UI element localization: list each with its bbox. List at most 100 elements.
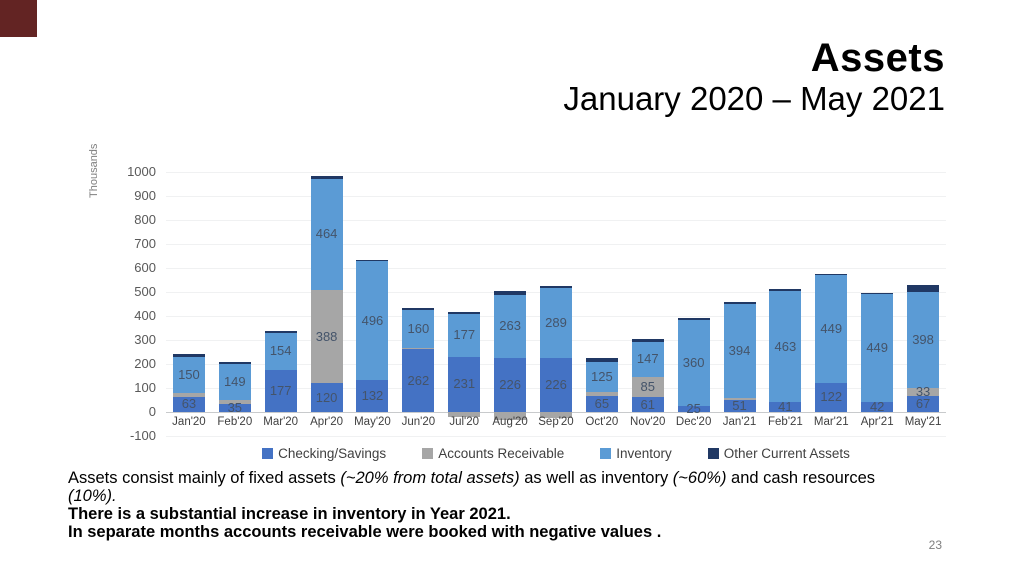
gridline <box>166 436 946 437</box>
x-axis-label: Mar'20 <box>263 416 299 428</box>
notes-block: Assets consist mainly of fixed assets (~… <box>68 469 973 541</box>
bar-segment <box>907 285 940 293</box>
bar-segment <box>264 332 297 370</box>
x-axis-label: Jul'20 <box>449 416 480 428</box>
legend-item: Other Current Assets <box>707 446 850 461</box>
bar-value-label: 154 <box>269 343 292 359</box>
bar-value-label: 41 <box>778 399 793 415</box>
bar-value-label: 42 <box>869 398 885 414</box>
bar-value-label: 67 <box>915 395 931 411</box>
bar-value-label: 33 <box>915 383 931 399</box>
legend-swatch-icon <box>707 448 719 459</box>
gridline <box>166 172 946 173</box>
y-axis-tick: 300 <box>134 332 156 347</box>
chart-plot: 63 150 Jan'20 35 149 Feb'20 177 154 Mar'20 120 388… <box>166 172 946 437</box>
x-axis-label: Feb'21 <box>768 416 803 428</box>
bar-segment <box>402 349 435 412</box>
y-axis-tick: 100 <box>134 380 156 395</box>
bar-segment <box>540 412 572 418</box>
legend-swatch-icon <box>600 448 612 459</box>
bar-segment <box>172 393 205 397</box>
bar-value-label: 449 <box>820 320 843 336</box>
bar-segment <box>815 382 848 412</box>
bar-value-label: 61 <box>640 396 655 412</box>
bar-segment <box>540 288 572 358</box>
x-axis-label: Nov'20 <box>630 416 666 428</box>
bar-segment <box>264 330 297 333</box>
x-axis-label: May'21 <box>904 416 942 428</box>
legend-item: Accounts Receivable <box>422 446 564 461</box>
bar-segment <box>448 356 481 412</box>
bar-segment <box>815 274 848 383</box>
bar-value-label: 398 <box>912 332 934 348</box>
bar-segment <box>677 406 710 412</box>
x-axis-label: Jan'21 <box>722 416 757 428</box>
gridline <box>166 268 946 269</box>
bar-value-label: 160 <box>407 320 430 336</box>
bar-value-label: 289 <box>545 315 567 331</box>
y-axis-tick: 700 <box>134 236 156 251</box>
bar-value-label: 177 <box>453 327 476 343</box>
bar-segment <box>631 376 664 398</box>
bar-value-label: 125 <box>591 368 613 384</box>
note-text-segment: (10%). <box>68 487 117 505</box>
bar-segment <box>631 341 664 377</box>
bar-segment <box>310 290 343 384</box>
bar-value-label: 464 <box>315 226 338 242</box>
legend-swatch-icon <box>422 448 434 459</box>
bar-segment <box>310 176 343 179</box>
bar-segment <box>585 358 618 362</box>
y-axis: 1000 900 800 700 600 500 400 300 200 100 0 -100 <box>0 164 156 443</box>
bar-segment <box>218 400 251 404</box>
bar-segment <box>585 391 618 397</box>
x-axis-label: Jan'20 <box>172 416 206 428</box>
bar-value-label: 85 <box>640 379 655 395</box>
bar-segment <box>585 396 618 412</box>
bar-segment <box>218 361 251 365</box>
bar-value-label: 449 <box>866 340 889 356</box>
legend-item: Inventory <box>600 446 672 461</box>
bar-segment <box>677 317 710 320</box>
y-axis-tick: 400 <box>134 308 156 323</box>
gridline <box>166 244 946 245</box>
bar-segment <box>540 286 572 289</box>
bar-segment <box>585 361 618 392</box>
page-number: 23 <box>928 538 942 552</box>
accent-square <box>0 0 37 37</box>
bar-segment <box>310 178 343 291</box>
assets-chart: Thousands 1000 900 800 700 600 500 400 300 200 10… <box>0 144 946 443</box>
legend-label: Inventory <box>616 446 672 461</box>
page-subtitle: January 2020 – May 2021 <box>563 80 945 117</box>
legend-label: Checking/Savings <box>278 446 387 461</box>
bar-segment <box>494 357 527 412</box>
x-axis-label: May'20 <box>354 416 391 428</box>
bar-segment <box>402 309 435 348</box>
bar-segment <box>448 314 481 357</box>
bar-segment <box>907 292 940 388</box>
bar-segment <box>769 402 802 412</box>
bar-value-label: 177 <box>269 382 292 398</box>
bar-segment <box>402 308 435 310</box>
bar-segment <box>172 354 205 358</box>
bar-segment <box>494 412 527 421</box>
bar-segment <box>448 412 481 417</box>
bar-segment <box>494 294 527 358</box>
bar-segment <box>494 291 527 295</box>
bar-value-label: 150 <box>178 367 200 383</box>
y-axis-tick: 1000 <box>127 164 156 179</box>
bar-segment <box>861 292 894 295</box>
bar-value-label: 226 <box>545 376 567 392</box>
bar-segment <box>631 397 664 412</box>
bar-value-label: 263 <box>499 318 521 334</box>
chart-legend: Checking/Savings Accounts Receivable Inven… <box>166 446 946 461</box>
note-text-segment: as well as inventory <box>519 469 673 487</box>
title-block: Assets January 2020 – May 2021 <box>563 36 945 118</box>
bar-segment <box>723 399 756 412</box>
bar-segment <box>172 357 205 394</box>
bar-segment <box>402 347 435 350</box>
bar-value-label: 360 <box>682 354 705 370</box>
bar-segment <box>723 398 756 400</box>
bar-segment <box>907 395 940 412</box>
bar-segment <box>907 388 940 396</box>
